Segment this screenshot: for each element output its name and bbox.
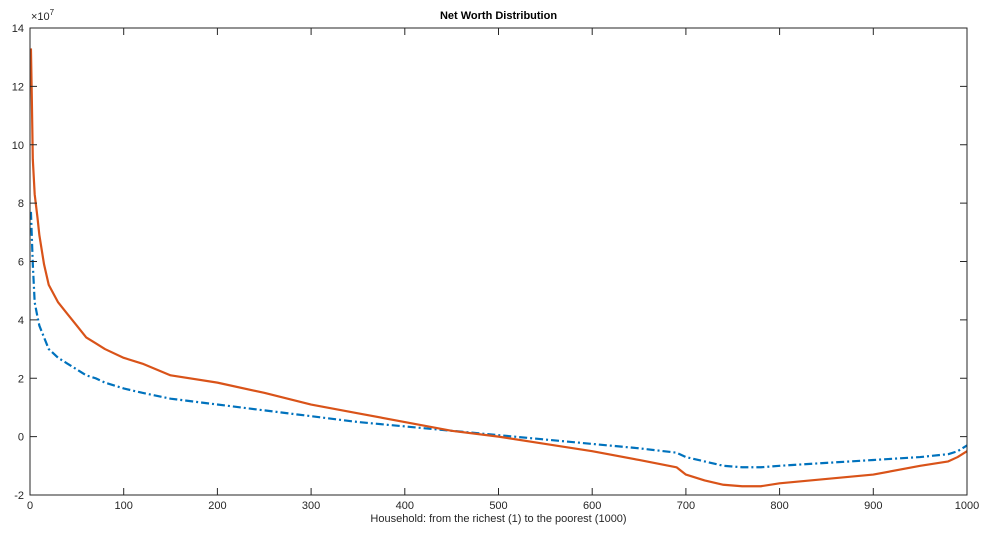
x-axis-label: Household: from the richest (1) to the p… [370, 513, 626, 525]
x-tick-label: 0 [27, 500, 33, 512]
x-tick-label: 400 [396, 500, 414, 512]
y-tick-label: 4 [18, 315, 24, 327]
x-tick-label: 600 [583, 500, 601, 512]
y-tick-label: -2 [14, 490, 24, 502]
series-layer [29, 48, 968, 488]
x-tick-label: 500 [489, 500, 507, 512]
x-tick-label: 700 [677, 500, 695, 512]
series-line-blue [29, 211, 968, 469]
plot-area [30, 28, 967, 495]
tick-layer: 0 100 200 300 400 500 600 700 800 900 1000-2024681… [12, 23, 979, 512]
x-tick-label: 100 [115, 500, 133, 512]
x-tick-label: 800 [770, 500, 788, 512]
y-axis-exponent: ×107 [31, 8, 55, 23]
y-axis-exponent-base: ×10 [31, 11, 50, 23]
x-tick-label: 900 [864, 500, 882, 512]
y-tick-label: 8 [18, 198, 24, 210]
series-line-orange [29, 48, 968, 488]
y-tick-label: 10 [12, 140, 24, 152]
x-tick-label: 300 [302, 500, 320, 512]
y-tick-label: 12 [12, 81, 24, 93]
y-tick-label: 2 [18, 373, 24, 385]
x-tick-label: 200 [208, 500, 226, 512]
y-tick-label: 14 [12, 23, 24, 35]
chart-title: Net Worth Distribution [440, 10, 557, 22]
y-tick-label: 6 [18, 257, 24, 269]
x-tick-label: 1000 [955, 500, 979, 512]
y-tick-label: 0 [18, 432, 24, 444]
y-axis-exponent-power: 7 [50, 8, 55, 17]
